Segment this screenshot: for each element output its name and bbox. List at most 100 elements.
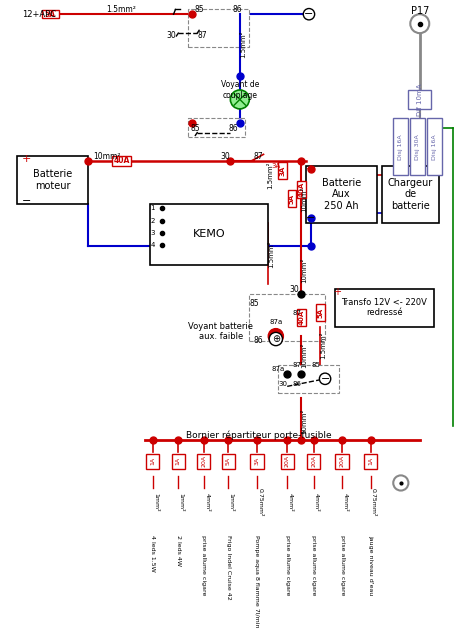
Text: Disj 16A: Disj 16A xyxy=(398,134,403,160)
Text: 3A: 3A xyxy=(271,163,281,169)
Text: 86: 86 xyxy=(254,337,264,345)
Text: 20A: 20A xyxy=(201,455,206,467)
Text: 0.75mm²: 0.75mm² xyxy=(257,488,262,516)
Text: 1: 1 xyxy=(150,205,155,212)
Circle shape xyxy=(410,14,429,33)
Bar xyxy=(278,162,287,179)
Text: 5A: 5A xyxy=(289,194,295,204)
Bar xyxy=(410,119,426,175)
Circle shape xyxy=(269,333,283,345)
Text: 1.5mm²: 1.5mm² xyxy=(267,162,273,189)
Text: 4 leds 1.5W: 4 leds 1.5W xyxy=(150,535,155,572)
Text: Frigo Indel Cruise 42: Frigo Indel Cruise 42 xyxy=(226,535,231,600)
Text: 86: 86 xyxy=(232,5,242,14)
Text: 40A: 40A xyxy=(299,182,304,197)
Bar xyxy=(172,454,185,469)
Text: 85: 85 xyxy=(311,362,320,367)
Bar xyxy=(306,166,377,222)
Text: 2 leds 4W: 2 leds 4W xyxy=(176,535,181,566)
Text: −: − xyxy=(22,196,31,206)
Text: 5A: 5A xyxy=(226,457,231,465)
Text: 87a: 87a xyxy=(269,319,283,325)
Bar xyxy=(188,10,249,47)
Bar xyxy=(249,294,325,341)
Bar xyxy=(409,90,431,109)
Text: 85: 85 xyxy=(194,5,204,14)
Bar xyxy=(297,309,306,326)
Text: 5A: 5A xyxy=(317,308,323,317)
Text: 87: 87 xyxy=(254,152,264,161)
Text: −: − xyxy=(304,9,314,19)
Text: 86: 86 xyxy=(292,381,301,387)
Bar xyxy=(393,119,409,175)
Text: 4: 4 xyxy=(151,242,155,248)
Bar xyxy=(146,454,159,469)
Bar xyxy=(222,454,235,469)
Bar xyxy=(188,119,245,137)
Text: 30: 30 xyxy=(167,31,176,40)
Text: +: + xyxy=(22,154,31,164)
Text: +: + xyxy=(333,287,341,297)
Text: 1.5mm²: 1.5mm² xyxy=(107,5,137,14)
Text: 30: 30 xyxy=(290,285,300,294)
Text: ⊕: ⊕ xyxy=(272,334,280,344)
Bar xyxy=(150,204,268,265)
Text: Disj 30A: Disj 30A xyxy=(415,134,420,160)
Text: 87: 87 xyxy=(292,362,301,367)
Circle shape xyxy=(393,476,409,490)
Text: −: − xyxy=(306,213,316,223)
Text: 30: 30 xyxy=(221,152,230,161)
Bar xyxy=(112,156,131,166)
Text: 10mm²: 10mm² xyxy=(93,152,121,161)
Text: 1.5mm²: 1.5mm² xyxy=(268,240,274,267)
Bar xyxy=(42,10,59,19)
Text: 85: 85 xyxy=(249,299,259,308)
Text: 10mm²: 10mm² xyxy=(301,342,307,368)
Text: 4mm²: 4mm² xyxy=(288,492,292,512)
Bar xyxy=(316,304,325,321)
Text: 4mm²: 4mm² xyxy=(204,492,209,512)
Text: 4mm²: 4mm² xyxy=(314,492,319,512)
Bar xyxy=(335,289,434,327)
Text: 10mm²: 10mm² xyxy=(301,257,307,283)
Text: 87: 87 xyxy=(292,310,301,315)
Text: 1A: 1A xyxy=(368,457,373,465)
Text: +: + xyxy=(306,163,316,174)
Circle shape xyxy=(319,373,331,385)
Text: Transfo 12V <- 220V
redressé: Transfo 12V <- 220V redressé xyxy=(341,298,427,317)
Text: Bornier répartiteur porte-fusible: Bornier répartiteur porte-fusible xyxy=(186,431,332,440)
Text: 87a: 87a xyxy=(271,366,284,372)
Text: 1mm²: 1mm² xyxy=(153,492,158,512)
Text: 85: 85 xyxy=(191,124,200,133)
Text: 87: 87 xyxy=(197,31,207,40)
Text: 1.5mm²: 1.5mm² xyxy=(241,31,246,58)
Text: 1A: 1A xyxy=(150,457,155,465)
Circle shape xyxy=(268,329,283,344)
Text: Dif 10mA: Dif 10mA xyxy=(417,83,423,115)
Text: 3: 3 xyxy=(150,230,155,236)
Text: 10mm²: 10mm² xyxy=(301,409,307,434)
Text: KEMO: KEMO xyxy=(193,229,225,239)
Text: 40A: 40A xyxy=(113,156,130,165)
Text: 2: 2 xyxy=(151,218,155,224)
Bar xyxy=(281,454,294,469)
Text: prise allume cigare: prise allume cigare xyxy=(339,535,345,595)
Text: 40A: 40A xyxy=(299,310,304,325)
Text: Voyant de
couplage: Voyant de couplage xyxy=(221,80,259,99)
Text: P17: P17 xyxy=(410,6,429,17)
Text: prise allume cigare: prise allume cigare xyxy=(201,535,206,595)
Bar xyxy=(307,454,320,469)
Text: 1mm²: 1mm² xyxy=(179,492,183,512)
Text: Batterie
moteur: Batterie moteur xyxy=(33,169,73,191)
Bar xyxy=(17,156,88,204)
Text: prise allume cigare: prise allume cigare xyxy=(311,535,316,595)
Text: 0.75mm²: 0.75mm² xyxy=(371,488,376,516)
Text: 1A: 1A xyxy=(176,457,181,465)
Text: Chargeur
de
batterie: Chargeur de batterie xyxy=(388,178,433,211)
Text: prise allume cigare: prise allume cigare xyxy=(285,535,290,595)
Bar xyxy=(278,365,339,393)
Text: Pompe aqua 8 flamme 7l/min: Pompe aqua 8 flamme 7l/min xyxy=(255,535,259,628)
Text: 5A: 5A xyxy=(45,10,56,19)
Bar xyxy=(428,119,443,175)
Text: 10mm²: 10mm² xyxy=(301,186,307,212)
